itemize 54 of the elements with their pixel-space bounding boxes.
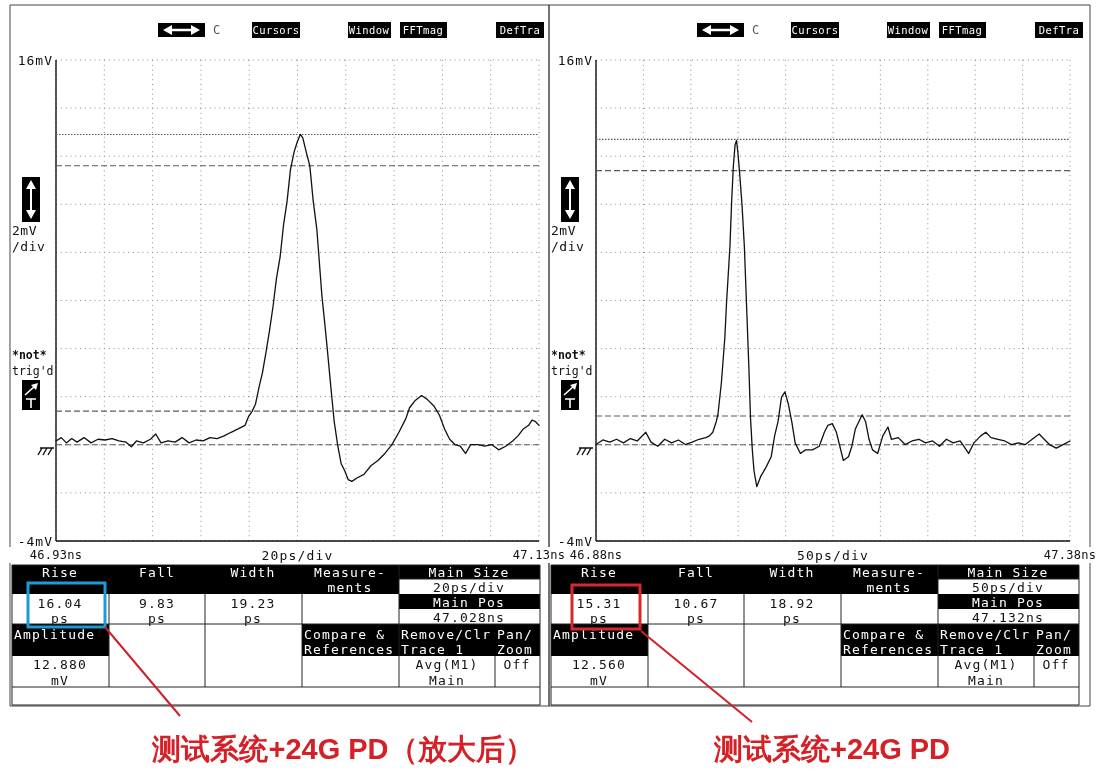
text: C [213, 23, 221, 37]
x-axis-title: 50ps/div [796, 547, 870, 563]
text: Amplitude [553, 626, 635, 642]
y-tick-label: 16mV [557, 52, 593, 68]
text: Main Pos [971, 594, 1045, 610]
text: Remove/Clr Trace 1 [940, 626, 1031, 657]
y-tick-label: -4mV [557, 533, 593, 549]
text: Compare & References [843, 626, 934, 657]
y-axis-title: 2mV /div [551, 222, 585, 254]
text: 12.560 mV [571, 656, 627, 688]
text: Width [769, 564, 815, 580]
text: Amplitude [14, 626, 96, 642]
text: Rise [580, 564, 618, 580]
text: 50ps/div [971, 579, 1045, 595]
text: C [752, 23, 760, 37]
text: 测试系统+24G PD [712, 733, 951, 765]
text: Main Size [967, 564, 1049, 580]
y-axis-title: 2mV /div [12, 222, 46, 254]
x-axis-title: 20ps/div [261, 547, 334, 563]
text: 47.132ns [971, 609, 1045, 625]
text: Main Pos [432, 594, 506, 610]
text: 测试系统+24G PD（放大后） [151, 733, 534, 765]
text: Width [230, 564, 276, 580]
text: 47.028ns [432, 609, 506, 625]
x-tick-label: 46.93ns [29, 548, 83, 562]
text: Pan/ Zoom [497, 626, 534, 657]
y-tick-label: 16mV [17, 52, 53, 68]
text: Fall [677, 564, 715, 580]
text: 10.67 ps [673, 595, 719, 626]
y-tick-label: -4mV [17, 533, 53, 549]
text: 15.31 ps [576, 595, 622, 626]
text: Measure- ments [313, 564, 387, 595]
text: 16.04 ps [37, 595, 83, 626]
text: Measure- ments [852, 564, 926, 595]
x-tick-label: 47.38ns [1043, 548, 1097, 562]
text: Compare & References [304, 626, 395, 657]
text: 18.92 ps [769, 595, 815, 626]
text: Main Size [428, 564, 510, 580]
text: *not* trig'd [551, 348, 593, 378]
text: Rise [41, 564, 79, 580]
text: Remove/Clr Trace 1 [401, 626, 492, 657]
text: Off [1042, 656, 1070, 672]
text: 19.23 ps [230, 595, 276, 626]
text: *not* trig'd [12, 348, 54, 378]
text: Avg(M1) Main [954, 656, 1018, 688]
x-tick-label: 46.88ns [569, 548, 623, 562]
text: 9.83 ps [138, 595, 176, 626]
text: Off [503, 656, 531, 672]
x-tick-label: 47.13ns [512, 548, 566, 562]
text: Fall [138, 564, 176, 580]
text: Pan/ Zoom [1036, 626, 1073, 657]
text: 12.880 mV [32, 656, 88, 688]
text: Avg(M1) Main [415, 656, 479, 688]
text: 20ps/div [432, 579, 506, 595]
